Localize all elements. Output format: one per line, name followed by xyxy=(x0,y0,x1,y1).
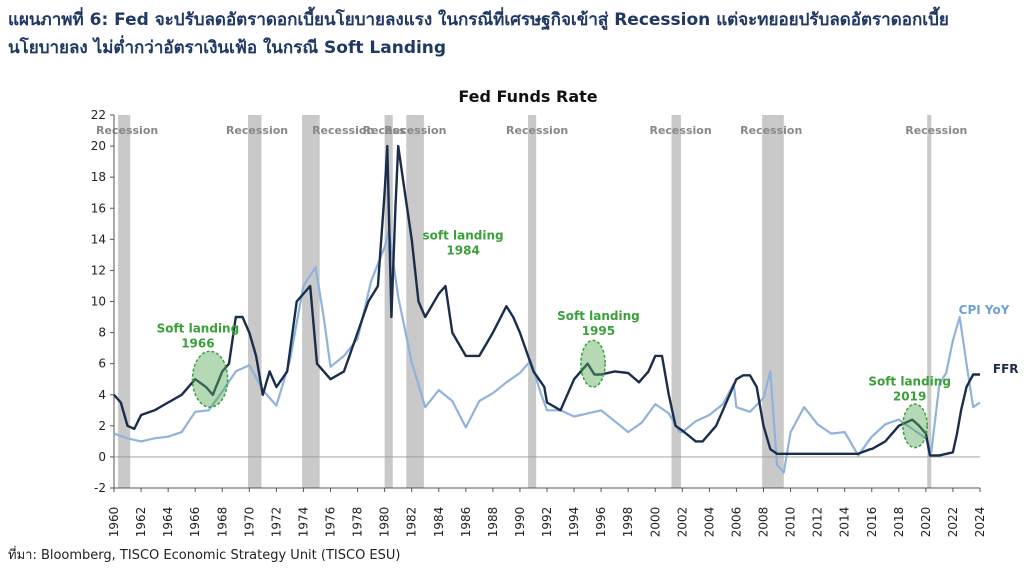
annotation-label: Soft landing xyxy=(157,322,240,336)
y-tick-label: -2 xyxy=(94,481,106,495)
chart-title: Fed Funds Rate xyxy=(458,87,597,106)
y-tick-label: 16 xyxy=(91,201,106,215)
y-tick-label: 0 xyxy=(98,450,106,464)
x-tick-label: 2024 xyxy=(973,507,987,538)
x-tick-label: 1974 xyxy=(296,507,310,538)
x-tick-label: 2004 xyxy=(702,507,716,538)
y-tick-label: 14 xyxy=(91,232,106,246)
soft-landing-ellipse xyxy=(580,339,606,388)
heading-line-2: นโยบายลง ไม่ต่ำกว่าอัตราเงินเฟ้อ ในกรณี … xyxy=(8,38,447,58)
y-tick-label: 12 xyxy=(91,263,106,277)
annotation-label: soft landing xyxy=(423,228,504,242)
x-tick-label: 2016 xyxy=(865,507,879,538)
x-tick-label: 2018 xyxy=(892,507,906,538)
recession-label: Recession xyxy=(905,124,967,137)
x-tick-label: 1996 xyxy=(594,507,608,538)
x-tick-label: 2002 xyxy=(675,507,689,538)
annotation-year: 1984 xyxy=(446,243,479,257)
y-tick-label: 2 xyxy=(98,419,106,433)
annotation-label: Soft landing xyxy=(868,374,951,388)
y-tick-label: 4 xyxy=(98,388,106,402)
x-tick-label: 2006 xyxy=(729,507,743,538)
x-tick-label: 1964 xyxy=(161,507,175,538)
source-note: ที่มา: Bloomberg, TISCO Economic Strateg… xyxy=(8,548,401,563)
x-tick-label: 2020 xyxy=(919,507,933,538)
annotation-year: 2019 xyxy=(893,389,926,403)
recession-label: Recession xyxy=(649,124,711,137)
soft-landing-ellipse xyxy=(191,350,229,408)
x-tick-label: 1984 xyxy=(432,507,446,538)
recession-band xyxy=(406,115,424,488)
recession-label: Recession xyxy=(506,124,568,137)
y-tick-label: 20 xyxy=(91,139,106,153)
ffr-line xyxy=(113,144,980,457)
heading-line-1: แผนภาพที่ 6: Fed จะปรับลดอัตราดอกเบี้ยนโ… xyxy=(8,10,949,30)
recession-band xyxy=(927,115,932,488)
y-tick-label: 18 xyxy=(91,170,106,184)
annotation-label: Soft landing xyxy=(557,309,640,323)
recession-label: Recession xyxy=(226,124,288,137)
x-tick-label: 2014 xyxy=(838,507,852,538)
x-tick-label: 2012 xyxy=(811,507,825,538)
annotation-year: 1966 xyxy=(181,337,214,351)
recession-band xyxy=(384,115,393,488)
cpi-line xyxy=(113,228,981,474)
x-tick-label: 1986 xyxy=(459,507,473,538)
y-tick-label: 8 xyxy=(98,326,106,340)
series-label: CPI YoY xyxy=(959,303,1010,317)
x-tick-label: 2010 xyxy=(784,507,798,538)
x-tick-label: 1990 xyxy=(513,507,527,538)
x-tick-label: 1994 xyxy=(567,507,581,538)
recession-band xyxy=(118,115,131,488)
x-tick-label: 1966 xyxy=(188,507,202,538)
y-tick-label: 10 xyxy=(91,295,106,309)
recession-label: Recession xyxy=(384,124,446,137)
x-tick-label: 1982 xyxy=(405,507,419,538)
recession-band xyxy=(762,115,784,488)
x-tick-label: 1976 xyxy=(324,507,338,538)
x-tick-label: 1970 xyxy=(242,507,256,538)
x-tick-label: 1998 xyxy=(621,507,635,538)
recession-band xyxy=(247,115,262,488)
x-tick-label: 1992 xyxy=(540,507,554,538)
x-tick-label: 1960 xyxy=(107,507,121,538)
x-tick-label: 1978 xyxy=(351,507,365,538)
x-tick-label: 2008 xyxy=(757,507,771,538)
series-label: FFR xyxy=(993,362,1019,376)
soft-landing-ellipse xyxy=(902,403,928,449)
y-tick-label: 22 xyxy=(91,108,106,122)
x-tick-label: 1988 xyxy=(486,507,500,538)
recession-label: Recession xyxy=(312,124,374,137)
x-tick-label: 2022 xyxy=(946,507,960,538)
annotation-year: 1995 xyxy=(582,324,615,338)
x-tick-label: 2000 xyxy=(648,507,662,538)
recession-label: Recession xyxy=(96,124,158,137)
y-tick-label: 6 xyxy=(98,357,106,371)
x-tick-label: 1962 xyxy=(134,507,148,538)
chart-heading: แผนภาพที่ 6: Fed จะปรับลดอัตราดอกเบี้ยนโ… xyxy=(8,6,1018,62)
series-lines xyxy=(113,144,981,474)
recession-label: Recession xyxy=(740,124,802,137)
x-tick-label: 1968 xyxy=(215,507,229,538)
x-tick-label: 1980 xyxy=(378,507,392,538)
x-tick-label: 1972 xyxy=(269,507,283,538)
recession-band xyxy=(671,115,681,488)
recession-band xyxy=(528,115,537,488)
